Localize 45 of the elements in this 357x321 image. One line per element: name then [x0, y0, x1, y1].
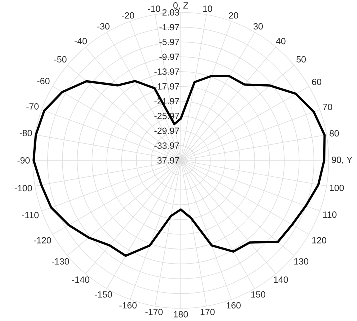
- spoke-label: 60: [312, 79, 322, 86]
- spoke-label: -20: [122, 12, 134, 20]
- spoke-label: 0, Z: [174, 2, 188, 10]
- spoke-label: -110: [22, 212, 39, 219]
- spoke-label: -10: [148, 6, 160, 12]
- spoke-label: 160: [226, 302, 241, 309]
- y-tick-label: -13.97: [154, 68, 180, 76]
- spoke-label: -90: [18, 158, 30, 164]
- spoke-label: -140: [72, 276, 90, 284]
- spoke-label: -170: [146, 309, 163, 316]
- spoke-label: -40: [74, 38, 88, 45]
- spoke-label: -80: [20, 130, 32, 137]
- spoke-label: 140: [274, 276, 288, 284]
- y-tick-label: -29.97: [154, 128, 180, 134]
- spoke-label: 100: [330, 185, 344, 192]
- spoke-label: -70: [26, 104, 39, 110]
- spoke-label: 30: [254, 24, 264, 30]
- spoke-label: 80: [330, 130, 340, 137]
- spoke-label: 130: [294, 258, 309, 266]
- spoke-label: -120: [34, 238, 52, 244]
- spoke-label: 40: [276, 38, 286, 45]
- spoke-label: -100: [14, 185, 32, 192]
- y-tick-label: -9.97: [160, 54, 180, 60]
- spoke-label: 170: [200, 309, 215, 316]
- spoke-label: -130: [52, 258, 70, 266]
- spoke-label: 70: [323, 104, 332, 111]
- spoke-label: -50: [54, 56, 67, 63]
- spoke-label: -160: [120, 302, 137, 309]
- y-tick-label: -1.97: [160, 24, 180, 31]
- spoke-label: 110: [323, 212, 337, 218]
- spoke-label: -30: [98, 24, 110, 30]
- spoke-label: 180: [174, 312, 188, 318]
- spoke-label: 20: [229, 12, 238, 20]
- spoke-label: 120: [312, 238, 327, 244]
- spoke-label: 150: [252, 292, 266, 298]
- spoke-label: 10: [203, 6, 212, 12]
- spoke-label: 50: [296, 56, 306, 63]
- y-tick-label: -5.97: [160, 39, 180, 46]
- y-tick-label: -33.97: [154, 142, 180, 150]
- spoke-label: -60: [38, 78, 50, 85]
- y-tick-label: 2.03: [162, 10, 180, 16]
- spoke-label: 90, Y: [332, 157, 352, 165]
- y-tick-label: 37.97: [158, 158, 180, 164]
- y-tick-label: -17.97: [154, 84, 180, 90]
- spoke-label: -150: [95, 292, 112, 298]
